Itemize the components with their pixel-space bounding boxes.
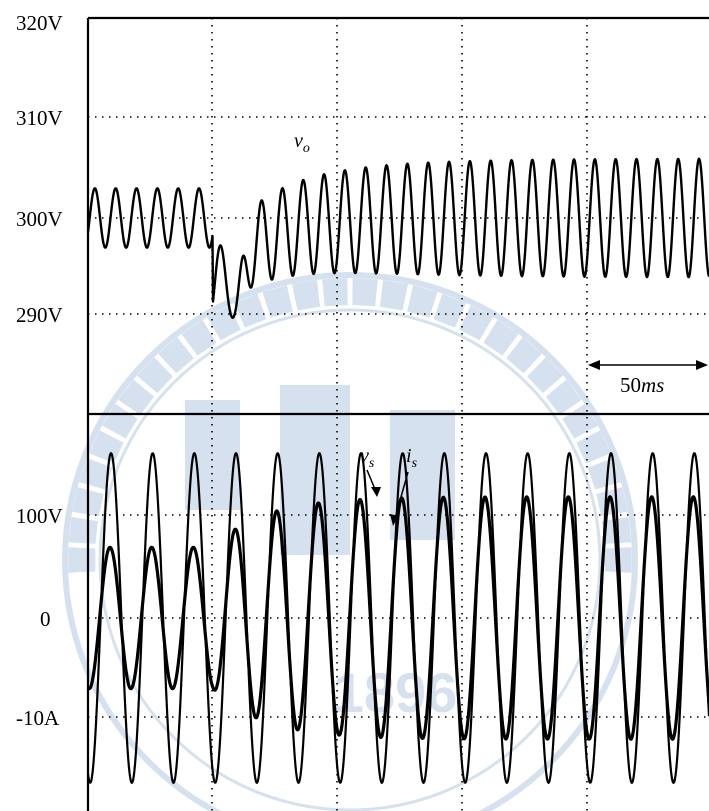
watermark-ray <box>506 337 542 374</box>
series-is-label: is <box>406 445 418 471</box>
watermark-ray <box>233 293 267 328</box>
watermark-ray <box>136 357 173 394</box>
top-ytick-320: 320V <box>16 11 63 35</box>
watermark-ray <box>322 278 348 307</box>
top-ytick-310: 310V <box>16 106 63 130</box>
watermark-ray <box>89 430 124 464</box>
vs-arrow-head <box>371 487 381 497</box>
time-scale-label: 50ms <box>620 373 664 397</box>
watermark-ray <box>379 279 409 311</box>
watermark-ray <box>527 357 564 394</box>
top-ytick-300: 300V <box>16 207 63 231</box>
top-ytick-290: 290V <box>16 303 63 327</box>
watermark-ray <box>181 319 217 356</box>
bottom-ytick-zero: 0 <box>40 607 51 631</box>
watermark-ray <box>68 547 96 573</box>
is-pointer-arrow <box>393 471 409 523</box>
series-vs-label: vs <box>360 445 375 471</box>
time-scale-arrow-left-head <box>588 360 600 370</box>
bottom-ytick-neg10a: -10A <box>16 706 60 730</box>
watermark-ray <box>291 279 321 311</box>
time-scale-arrow-right-head <box>696 360 708 370</box>
watermark-ray <box>545 379 582 415</box>
series-vo-line <box>86 157 709 319</box>
watermark-ray <box>68 516 98 544</box>
watermark-ray <box>407 285 438 318</box>
series-is-line <box>86 495 709 741</box>
watermark-ray <box>576 430 611 464</box>
series-vo-label: vo <box>294 130 310 156</box>
watermark-ray <box>352 278 378 307</box>
watermark-ray <box>102 403 138 439</box>
bottom-ytick-100v: 100V <box>16 504 63 528</box>
time-scale-marker: 50ms <box>588 360 708 397</box>
watermark-ray <box>459 305 494 341</box>
watermark-ray <box>562 403 598 439</box>
watermark-ray <box>262 285 293 318</box>
watermark-ray <box>118 379 155 415</box>
watermark-year: 1896 <box>333 661 458 724</box>
is-arrow-head <box>390 514 399 526</box>
series-vs-line <box>86 452 709 784</box>
watermark-ray <box>483 319 519 356</box>
watermark-ray <box>158 337 194 374</box>
watermark-ray <box>433 293 467 328</box>
